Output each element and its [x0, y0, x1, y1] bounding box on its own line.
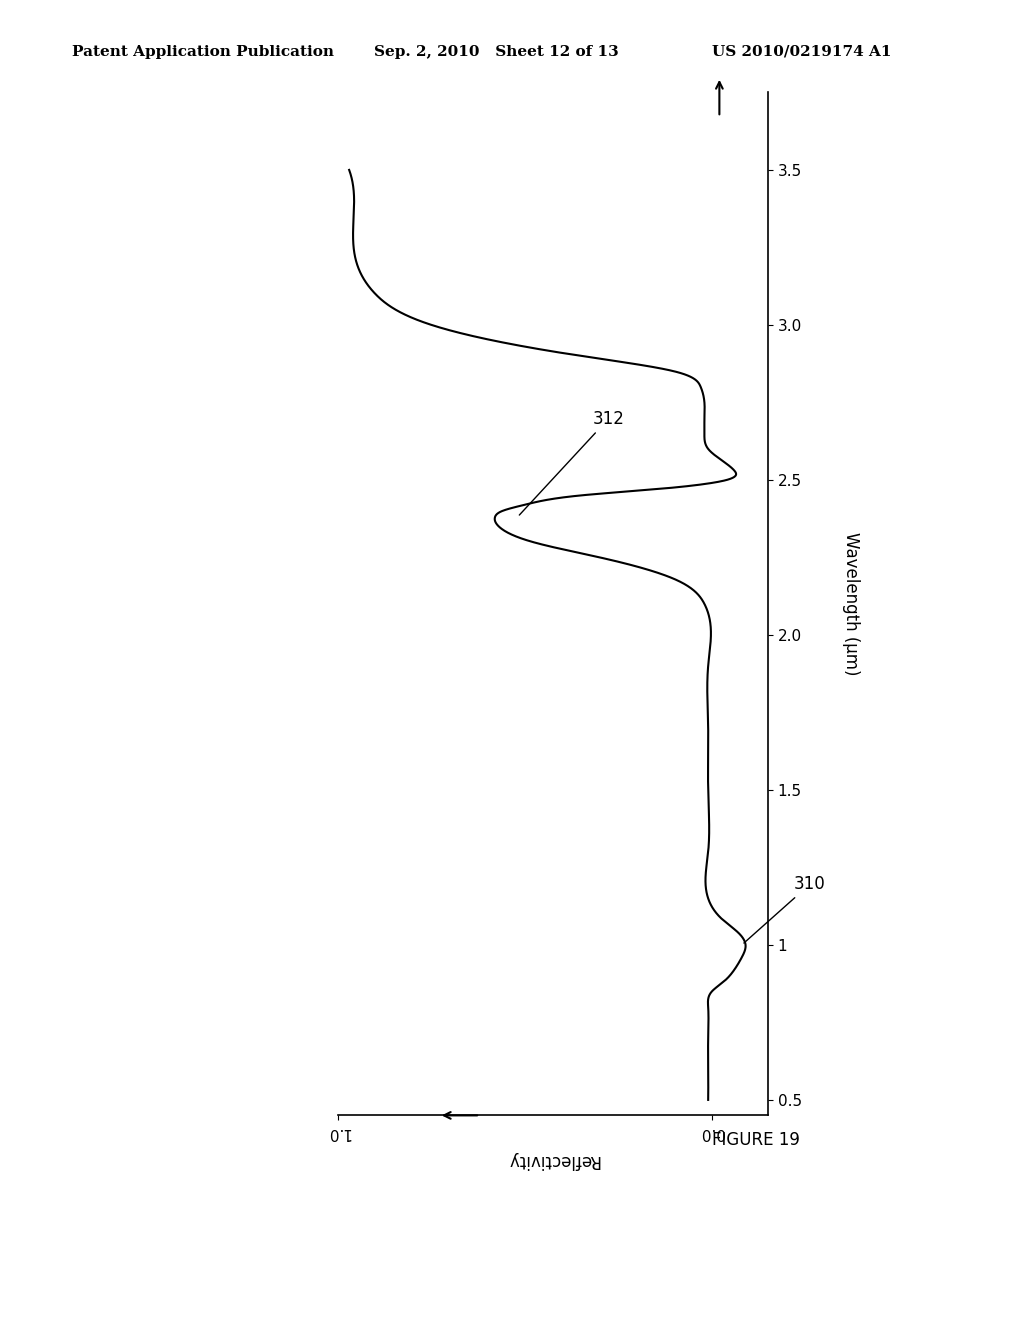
Text: 312: 312	[519, 411, 624, 515]
Y-axis label: Wavelength (μm): Wavelength (μm)	[843, 532, 860, 676]
Text: Sep. 2, 2010   Sheet 12 of 13: Sep. 2, 2010 Sheet 12 of 13	[374, 45, 618, 59]
Text: US 2010/0219174 A1: US 2010/0219174 A1	[712, 45, 891, 59]
X-axis label: Reflectivity: Reflectivity	[507, 1151, 599, 1170]
Text: 310: 310	[743, 875, 826, 942]
Text: FIGURE 19: FIGURE 19	[712, 1131, 800, 1150]
Text: Patent Application Publication: Patent Application Publication	[72, 45, 334, 59]
